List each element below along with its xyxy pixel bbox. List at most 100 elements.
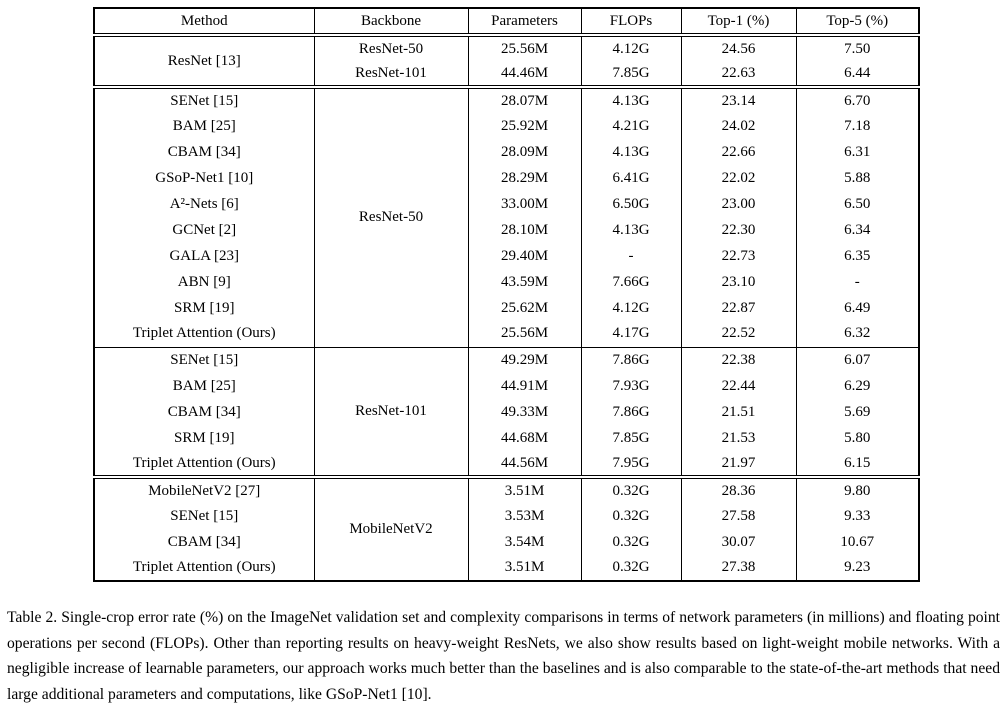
cell-flops: 4.12G — [580, 35, 682, 61]
cell-flops: 7.86G — [580, 347, 682, 373]
table-row: GALA [23] 29.40M - 22.73 6.35 — [93, 243, 920, 269]
cell-flops: 4.13G — [580, 87, 682, 113]
table-row: SENet [15] ResNet-101 49.29M 7.86G 22.38… — [93, 347, 920, 477]
cell-top5: 6.31 — [795, 139, 920, 165]
cell-top1: 22.30 — [680, 217, 797, 243]
cell-top5: 7.18 — [795, 113, 920, 139]
cell-flops: 4.21G — [580, 113, 682, 139]
cell-top5: 6.34 — [795, 217, 920, 243]
cell-flops: - — [580, 243, 682, 269]
cell-flops: 7.66G — [580, 269, 682, 295]
table-row: SENet [15] ResNet-50 28.07M 4.13G 23.14 … — [93, 87, 920, 347]
cell-top1: 22.02 — [680, 165, 797, 191]
cell-params: 28.07M — [467, 87, 582, 113]
cell-method: Triplet Attention (Ours) — [93, 555, 315, 581]
table-row: CBAM [34] 28.09M 4.13G 22.66 6.31 — [93, 139, 920, 165]
cell-top1: 22.44 — [680, 373, 797, 399]
cell-flops: 7.93G — [580, 373, 682, 399]
cell-top5: 6.07 — [795, 347, 920, 373]
cell-flops: 0.32G — [580, 477, 682, 503]
cell-params: 3.53M — [467, 503, 582, 529]
cell-backbone: ResNet-50 — [313, 35, 469, 61]
cell-top1: 22.66 — [680, 139, 797, 165]
cell-method: GALA [23] — [93, 243, 315, 269]
cell-params: 28.10M — [467, 217, 582, 243]
cell-params: 44.46M — [467, 61, 582, 87]
table-row: SRM [19] 25.62M 4.12G 22.87 6.49 — [93, 295, 920, 321]
cell-top5: 5.69 — [795, 399, 920, 425]
table-row: MobileNetV2 [27] MobileNetV2 3.51M 0.32G… — [93, 477, 920, 581]
table-row: BAM [25] 44.91M 7.93G 22.44 6.29 — [93, 373, 920, 399]
cell-params: 25.56M — [467, 321, 582, 347]
cell-params: 3.54M — [467, 529, 582, 555]
column-header-method: Method — [93, 8, 315, 35]
cell-method: SENet [15] — [93, 87, 315, 113]
cell-method: SENet [15] — [93, 503, 315, 529]
column-header-parameters: Parameters — [467, 8, 582, 35]
table-row: Triplet Attention (Ours) 44.56M 7.95G 21… — [93, 451, 920, 477]
cell-top1: 27.58 — [680, 503, 797, 529]
cell-top1: 21.53 — [680, 425, 797, 451]
cell-method: SENet [15] — [93, 347, 315, 373]
cell-method: SRM [19] — [93, 425, 315, 451]
cell-top5: 6.44 — [795, 61, 920, 87]
cell-params: 25.56M — [467, 35, 582, 61]
column-header-top5: Top-5 (%) — [795, 8, 920, 35]
cell-flops: 7.86G — [580, 399, 682, 425]
table-row: GCNet [2] 28.10M 4.13G 22.30 6.34 — [93, 217, 920, 243]
cell-params: 29.40M — [467, 243, 582, 269]
cell-flops: 4.12G — [580, 295, 682, 321]
cell-top1: 22.63 — [680, 61, 797, 87]
cell-top5: 10.67 — [795, 529, 920, 555]
cell-flops: 0.32G — [580, 529, 682, 555]
cell-params: 44.68M — [467, 425, 582, 451]
table-row: BAM [25] 25.92M 4.21G 24.02 7.18 — [93, 113, 920, 139]
cell-top5: 9.33 — [795, 503, 920, 529]
table-row: Triplet Attention (Ours) 25.56M 4.17G 22… — [93, 321, 920, 347]
group-resnet50: SENet [15] ResNet-50 28.07M 4.13G 23.14 … — [93, 87, 920, 347]
table-row: CBAM [34] 3.54M 0.32G 30.07 10.67 — [93, 529, 920, 555]
group-resnet101: SENet [15] ResNet-101 49.29M 7.86G 22.38… — [93, 347, 920, 477]
cell-params: 49.29M — [467, 347, 582, 373]
cell-method: BAM [25] — [93, 373, 315, 399]
table-row: Triplet Attention (Ours) 3.51M 0.32G 27.… — [93, 555, 920, 581]
cell-params: 25.62M — [467, 295, 582, 321]
cell-top1: 23.14 — [680, 87, 797, 113]
cell-params: 44.91M — [467, 373, 582, 399]
cell-method: Triplet Attention (Ours) — [93, 321, 315, 347]
cell-top1: 30.07 — [680, 529, 797, 555]
cell-method: BAM [25] — [93, 113, 315, 139]
cell-top1: 27.38 — [680, 555, 797, 581]
cell-backbone: ResNet-101 — [313, 347, 469, 477]
cell-top1: 21.51 — [680, 399, 797, 425]
cell-top5: 7.50 — [795, 35, 920, 61]
cell-flops: 0.32G — [580, 503, 682, 529]
cell-backbone: MobileNetV2 — [313, 477, 469, 581]
cell-flops: 4.13G — [580, 217, 682, 243]
cell-method: A²-Nets [6] — [93, 191, 315, 217]
cell-params: 33.00M — [467, 191, 582, 217]
column-header-backbone: Backbone — [313, 8, 469, 35]
cell-method: CBAM [34] — [93, 139, 315, 165]
cell-flops: 6.50G — [580, 191, 682, 217]
cell-method: SRM [19] — [93, 295, 315, 321]
cell-flops: 7.95G — [580, 451, 682, 477]
cell-top5: 6.35 — [795, 243, 920, 269]
cell-top1: 28.36 — [680, 477, 797, 503]
cell-top1: 22.87 — [680, 295, 797, 321]
cell-top1: 22.73 — [680, 243, 797, 269]
table-row: A²-Nets [6] 33.00M 6.50G 23.00 6.50 — [93, 191, 920, 217]
table-row: ResNet [13] ResNet-50 25.56M 4.12G 24.56… — [93, 35, 920, 87]
table-row: SENet [15] 3.53M 0.32G 27.58 9.33 — [93, 503, 920, 529]
table-caption: Table 2. Single-crop error rate (%) on t… — [7, 609, 1000, 703]
table-row: ABN [9] 43.59M 7.66G 23.10 - — [93, 269, 920, 295]
cell-flops: 0.32G — [580, 555, 682, 581]
cell-method: CBAM [34] — [93, 399, 315, 425]
cell-top5: 5.88 — [795, 165, 920, 191]
cell-top5: 6.29 — [795, 373, 920, 399]
cell-params: 43.59M — [467, 269, 582, 295]
cell-backbone: ResNet-50 — [313, 87, 469, 347]
cell-method: GSoP-Net1 [10] — [93, 165, 315, 191]
cell-params: 25.92M — [467, 113, 582, 139]
cell-top5: 6.32 — [795, 321, 920, 347]
